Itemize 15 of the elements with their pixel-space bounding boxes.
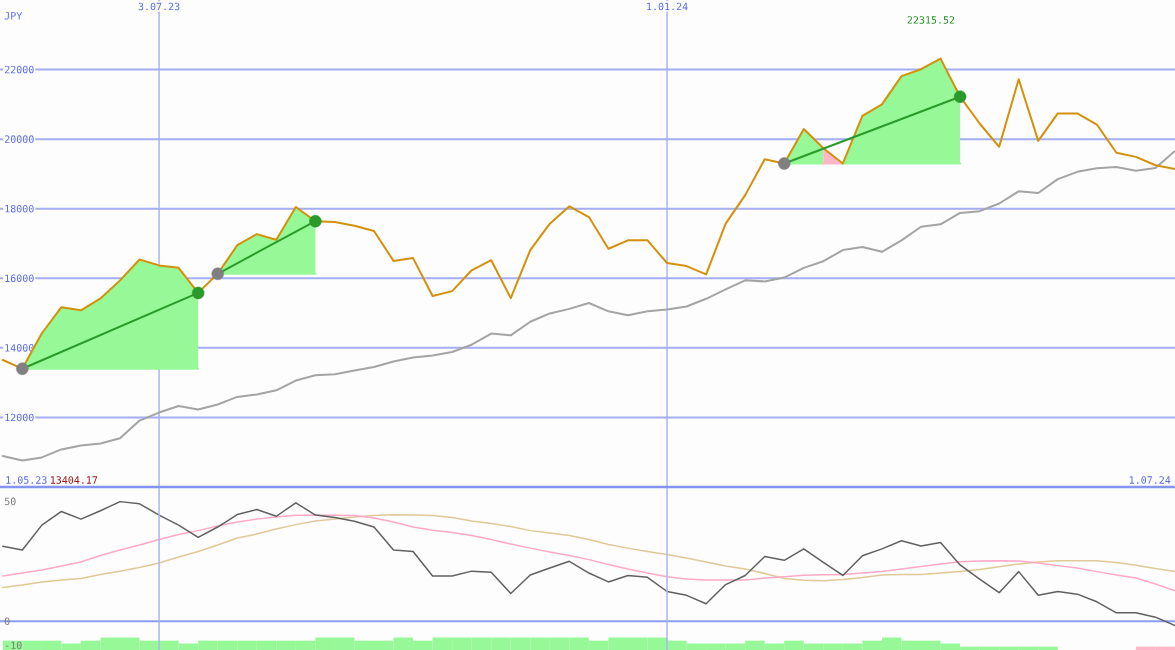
annotation: 1.07.24 bbox=[1129, 476, 1171, 484]
y-tick-label: 16000 bbox=[5, 274, 34, 283]
y-tick-label: 18000 bbox=[5, 204, 34, 213]
y-tick-label: -10 bbox=[5, 641, 22, 649]
y-tick-label: 12000 bbox=[5, 413, 34, 422]
y-tick-label: 50 bbox=[4, 497, 16, 506]
y-tick-label: 0 bbox=[4, 617, 10, 626]
annotation: 13404.17 bbox=[50, 476, 98, 484]
y-axis-title: JPY bbox=[4, 12, 23, 20]
annotation: 1.05.23 bbox=[6, 476, 47, 484]
annotation: 22315.52 bbox=[907, 16, 955, 24]
y-tick-label: 20000 bbox=[4, 135, 34, 143]
x-tick-label: 1.01.24 bbox=[647, 2, 688, 11]
x-tick-label: 3.07.23 bbox=[138, 2, 180, 11]
y-tick-label: 22000 bbox=[4, 65, 34, 74]
